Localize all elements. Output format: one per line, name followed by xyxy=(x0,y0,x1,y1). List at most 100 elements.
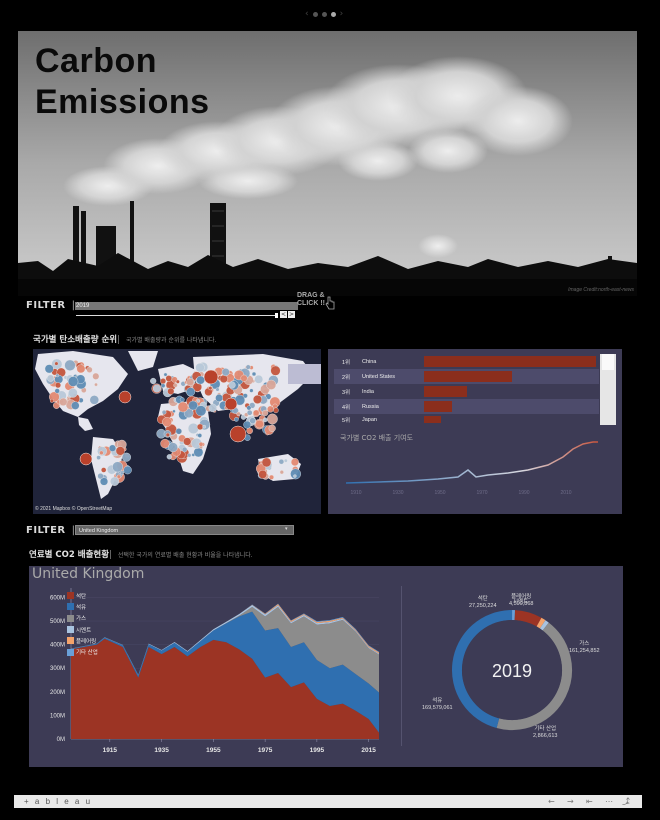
map-bubble[interactable] xyxy=(195,362,205,373)
map-bubble[interactable] xyxy=(252,394,262,404)
map-bubble[interactable] xyxy=(183,437,192,446)
revert-icon[interactable]: ⇤ xyxy=(586,797,593,806)
redo-icon[interactable]: → xyxy=(567,797,574,806)
map-bubble[interactable] xyxy=(215,387,220,392)
map-bubble[interactable] xyxy=(97,472,104,480)
map-bubble[interactable] xyxy=(109,476,120,486)
legend-item[interactable]: 가스 xyxy=(67,613,98,624)
map-bubble[interactable] xyxy=(242,393,248,399)
rank-row[interactable]: 4위 Russia xyxy=(334,399,599,414)
map-bubble[interactable] xyxy=(79,452,93,466)
map-bubble[interactable] xyxy=(188,400,198,411)
map-bubble[interactable] xyxy=(236,411,241,417)
map-bubble[interactable] xyxy=(268,424,276,432)
map-bubble[interactable] xyxy=(121,452,131,462)
year-slider-handle[interactable] xyxy=(275,313,278,318)
donut-slice[interactable] xyxy=(496,622,572,730)
map-bubble[interactable] xyxy=(221,368,230,377)
map-bubble[interactable] xyxy=(246,427,253,435)
map-bubble[interactable] xyxy=(219,374,228,384)
map-bubble[interactable] xyxy=(162,417,172,427)
map-bubble[interactable] xyxy=(47,374,55,382)
donut-slice[interactable] xyxy=(514,610,542,627)
map-bubble[interactable] xyxy=(234,417,239,422)
map-bubble[interactable] xyxy=(290,468,301,480)
map-bubble[interactable] xyxy=(268,474,274,480)
legend-item[interactable]: 기타 산업 xyxy=(67,646,98,657)
rank-row[interactable]: 2위 United States xyxy=(334,369,599,384)
map-bubble[interactable] xyxy=(89,395,99,405)
map-bubble[interactable] xyxy=(181,446,188,453)
map-bubble[interactable] xyxy=(270,365,281,376)
map-bubble[interactable] xyxy=(187,422,199,434)
year-filter-field[interactable] xyxy=(75,302,298,310)
legend-item[interactable]: 석탄 xyxy=(67,590,98,601)
share-icon[interactable]: ⤴ xyxy=(622,797,630,806)
map-bubble[interactable] xyxy=(100,467,107,473)
map-bubble[interactable] xyxy=(118,390,132,404)
map-bubble[interactable] xyxy=(251,371,257,377)
map-bubble[interactable] xyxy=(258,470,268,479)
map-bubble[interactable] xyxy=(168,442,178,453)
map-bubble[interactable] xyxy=(249,417,256,424)
donut-slice[interactable] xyxy=(536,617,546,629)
map-bubble[interactable] xyxy=(173,383,178,388)
map-bubble[interactable] xyxy=(160,438,170,449)
year-slider-track[interactable] xyxy=(76,315,278,316)
area-series-1[interactable] xyxy=(71,638,379,739)
ranking-scrollbar[interactable] xyxy=(600,354,616,425)
legend-item[interactable]: 석유 xyxy=(67,601,98,612)
map-bubble[interactable] xyxy=(290,458,299,467)
rank-row[interactable]: 5위 Japan xyxy=(334,414,599,425)
map-bubble[interactable] xyxy=(161,410,167,415)
map-bubble[interactable] xyxy=(273,407,279,414)
map-bubble[interactable] xyxy=(279,470,284,475)
year-prev-button[interactable]: < xyxy=(280,311,287,318)
map-bubble[interactable] xyxy=(175,379,180,384)
map-bubble[interactable] xyxy=(243,420,252,429)
map-bubble[interactable] xyxy=(49,398,54,403)
map-bubble[interactable] xyxy=(215,394,224,402)
map-bubble[interactable] xyxy=(177,401,189,413)
map-bubble[interactable] xyxy=(64,359,76,371)
map-bubble[interactable] xyxy=(123,465,132,475)
page-dot[interactable] xyxy=(312,11,318,17)
map-bubble[interactable] xyxy=(92,372,100,380)
map-bubble[interactable] xyxy=(255,419,264,429)
map-bubble[interactable] xyxy=(278,458,285,465)
map-bubble[interactable] xyxy=(240,374,248,382)
map-bubble[interactable] xyxy=(179,397,185,402)
fuel-area-chart[interactable]: 0M 100M 200M 300M 400M 500M 600M 1915 1935 1955 19… xyxy=(29,566,401,767)
map-bubble[interactable] xyxy=(160,378,167,385)
tableau-logo[interactable]: + a b l e a u xyxy=(24,797,93,806)
fuel-donut-chart[interactable]: 2019 xyxy=(401,566,623,767)
map-bubble[interactable] xyxy=(202,424,206,429)
map-bubble[interactable] xyxy=(252,409,260,417)
map-bubble[interactable] xyxy=(94,382,98,387)
map-bubble[interactable] xyxy=(246,405,252,411)
map-bubble[interactable] xyxy=(167,387,175,395)
map-bubble[interactable] xyxy=(120,471,124,476)
map-bubble[interactable] xyxy=(108,444,117,452)
rank-row[interactable]: 1위 China xyxy=(334,354,599,369)
map-bubble[interactable] xyxy=(54,388,60,394)
page-dot[interactable] xyxy=(321,11,327,17)
map-bubble[interactable] xyxy=(76,364,86,374)
donut-slice[interactable] xyxy=(539,620,549,631)
year-next-button[interactable]: > xyxy=(288,311,295,318)
map-bubble[interactable] xyxy=(186,378,195,387)
map-bubble[interactable] xyxy=(193,447,204,458)
map-bubble[interactable] xyxy=(67,376,79,387)
map-bubble[interactable] xyxy=(54,361,59,366)
map-bubble[interactable] xyxy=(262,417,268,423)
map-bubble[interactable] xyxy=(196,375,205,385)
map-bubble[interactable] xyxy=(246,409,253,416)
map-bubble[interactable] xyxy=(165,375,173,382)
map-bubble[interactable] xyxy=(261,457,272,468)
more-icon[interactable]: ⋯ xyxy=(605,797,613,806)
country-dropdown[interactable]: United Kingdom xyxy=(75,525,294,535)
map-bubble[interactable] xyxy=(196,423,204,431)
map-bubble[interactable] xyxy=(186,387,196,397)
map-bubble[interactable] xyxy=(44,364,54,374)
donut-slice[interactable] xyxy=(452,609,513,728)
